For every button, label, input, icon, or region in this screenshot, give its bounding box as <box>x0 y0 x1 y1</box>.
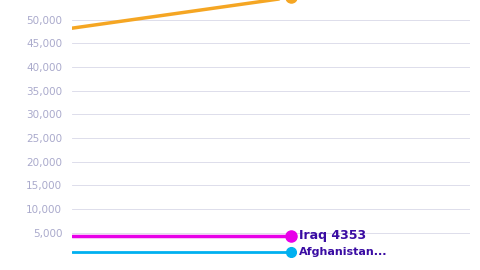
Text: Iraq 4353: Iraq 4353 <box>299 230 366 242</box>
Text: Afghanistan...: Afghanistan... <box>299 247 387 257</box>
